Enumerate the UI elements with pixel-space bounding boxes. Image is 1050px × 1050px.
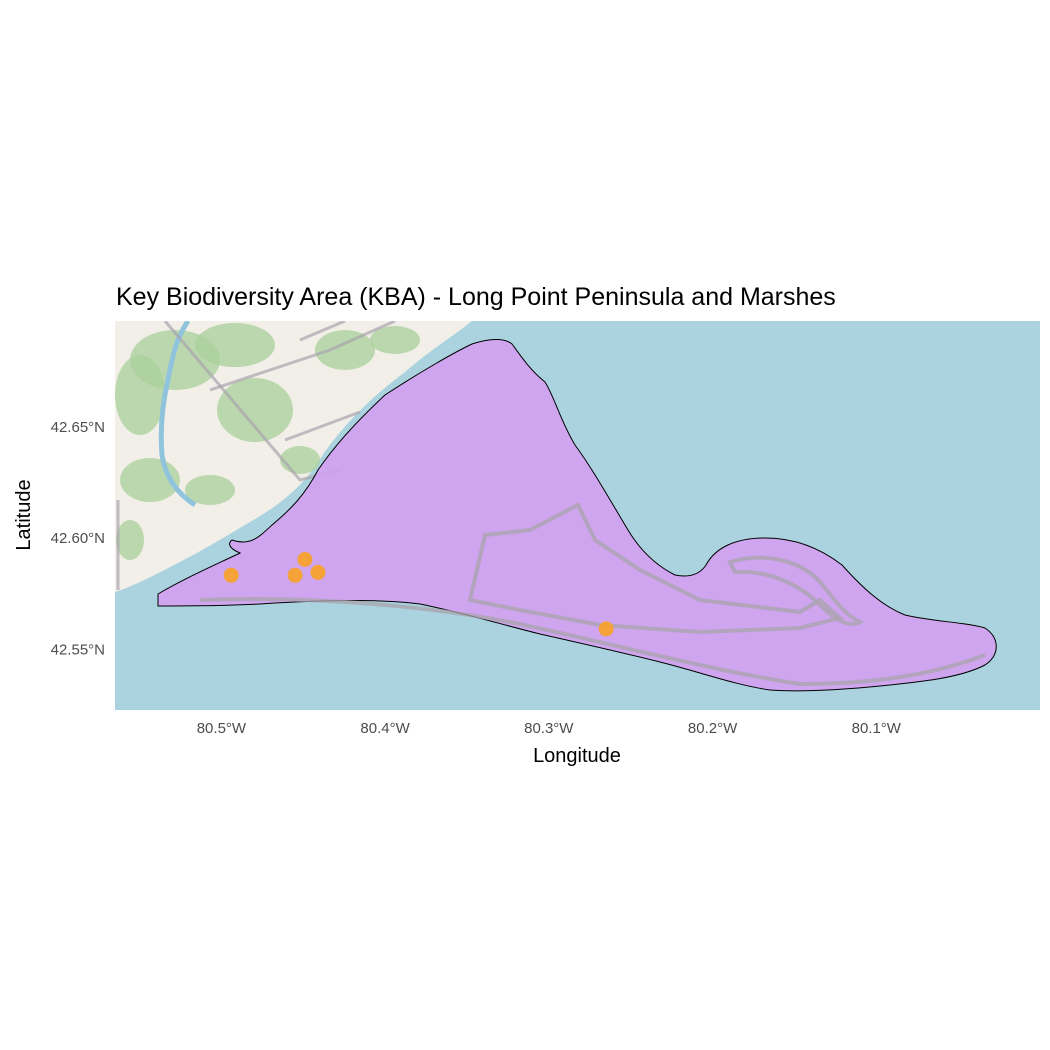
x-tick-labels: 80.5°W 80.4°W 80.3°W 80.2°W 80.1°W <box>197 720 902 737</box>
observation-point <box>297 552 313 567</box>
river <box>158 321 197 508</box>
observation-point <box>223 567 239 583</box>
forest-patch <box>217 378 293 442</box>
x-tick-label: 80.1°W <box>852 720 902 737</box>
map-title: Key Biodiversity Area (KBA) - Long Point… <box>116 283 836 311</box>
forest-patch <box>115 355 165 435</box>
forest-patch <box>315 330 375 370</box>
observation-point <box>287 567 303 583</box>
forest-patch <box>185 475 235 505</box>
observation-point <box>598 621 614 637</box>
x-tick-label: 80.4°W <box>360 720 410 737</box>
forest-patch <box>195 323 275 367</box>
kba-inner-features <box>199 502 986 687</box>
x-tick-label: 80.3°W <box>524 720 574 737</box>
y-axis-title: Latitude <box>13 479 35 550</box>
y-tick-label: 42.65°N <box>51 419 105 436</box>
tip-lagoon <box>727 555 865 626</box>
south-shore-line <box>199 597 986 687</box>
marsh-boundary <box>467 502 845 635</box>
map-panel <box>115 321 1040 710</box>
y-tick-labels: 42.65°N 42.60°N 42.55°N <box>51 419 105 658</box>
county-boundary <box>299 321 346 342</box>
county-boundary <box>284 410 361 442</box>
x-axis-title: Longitude <box>533 745 621 767</box>
x-tick-label: 80.2°W <box>688 720 738 737</box>
y-tick-label: 42.60°N <box>51 530 105 547</box>
forest-patch <box>370 326 420 354</box>
kba-polygon <box>157 339 997 692</box>
x-tick-label: 80.5°W <box>197 720 247 737</box>
county-boundary <box>209 321 396 392</box>
x-axis: 80.5°W 80.4°W 80.3°W 80.2°W 80.1°W Longitude <box>197 720 902 767</box>
observation-points <box>223 552 614 637</box>
y-axis: 42.65°N 42.60°N 42.55°N Latitude <box>13 419 105 658</box>
forest-patch <box>280 446 320 474</box>
forest-patch <box>116 520 144 560</box>
observation-point <box>310 564 326 580</box>
y-tick-label: 42.55°N <box>51 641 105 658</box>
